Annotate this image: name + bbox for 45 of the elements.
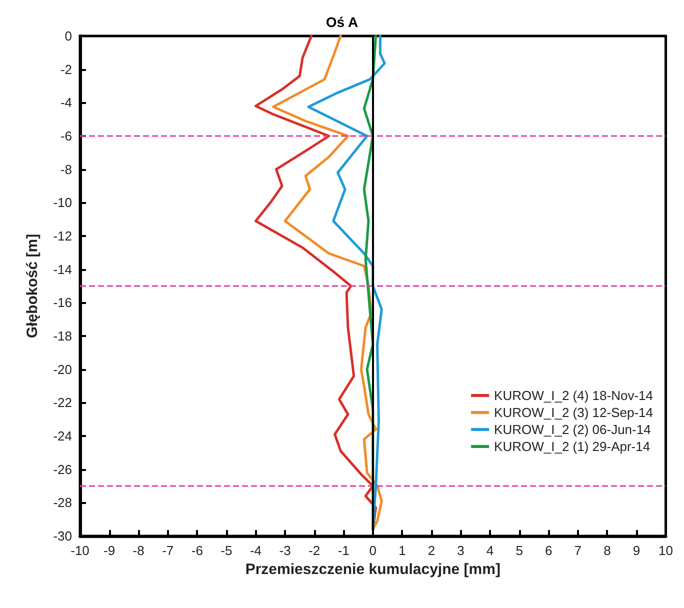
- x-tick-label: -8: [132, 543, 144, 558]
- y-tick-label: -18: [53, 328, 72, 344]
- y-tick-label: -26: [53, 462, 72, 477]
- x-tick-label: -1: [338, 543, 350, 558]
- y-tick-label: -2: [60, 62, 72, 77]
- legend-label: KUROW_I_2 (1) 29-Apr-14: [494, 439, 650, 454]
- y-tick-label: -14: [53, 262, 72, 277]
- y-tick-label: -28: [53, 495, 72, 510]
- x-tick-label: -9: [104, 543, 116, 558]
- y-tick-label: -24: [53, 428, 72, 444]
- y-tick-label: 0: [64, 28, 72, 44]
- y-tick-label: -22: [53, 395, 72, 410]
- x-tick-label: 6: [545, 543, 552, 558]
- x-tick-label: -10: [70, 543, 90, 558]
- x-tick-label: 8: [604, 543, 611, 558]
- y-tick-label: -10: [53, 195, 72, 210]
- legend-label: KUROW_I_2 (3) 12-Sep-14: [494, 405, 653, 420]
- legend-label: KUROW_I_2 (2) 06-Jun-14: [494, 422, 651, 437]
- x-tick-label: -5: [220, 543, 232, 558]
- x-tick-label: -2: [308, 543, 320, 558]
- y-tick-label: -4: [60, 95, 72, 110]
- x-tick-label: 2: [428, 543, 436, 558]
- x-axis-title: Przemieszczenie kumulacyjne [mm]: [245, 561, 500, 578]
- x-tick-label: 10: [658, 543, 674, 558]
- x-tick-label: -7: [162, 543, 174, 558]
- chart-title: Oś A: [326, 14, 358, 30]
- legend-label: KUROW_I_2 (4) 18-Nov-14: [494, 388, 653, 403]
- x-tick-label: -4: [250, 543, 262, 558]
- y-tick-label: -8: [60, 162, 72, 177]
- y-tick-label: -6: [60, 128, 72, 144]
- x-tick-label: 1: [398, 543, 406, 558]
- y-axis-title: Głębokość [m]: [24, 234, 41, 338]
- line-series: [272, 34, 383, 531]
- y-tick-label: -16: [53, 295, 72, 310]
- y-tick-label: -20: [53, 362, 72, 377]
- x-tick-label: 4: [486, 543, 494, 558]
- x-tick-label: 9: [632, 543, 640, 558]
- y-tick-label: -30: [53, 528, 72, 544]
- y-tick-label: -12: [53, 228, 72, 244]
- x-tick-label: 7: [574, 543, 582, 558]
- x-tick-label: 3: [457, 543, 464, 558]
- x-tick-label: 0: [369, 543, 376, 558]
- x-tick-label: -6: [191, 543, 203, 558]
- x-tick-label: -3: [279, 543, 291, 558]
- x-tick-label: 5: [516, 543, 523, 558]
